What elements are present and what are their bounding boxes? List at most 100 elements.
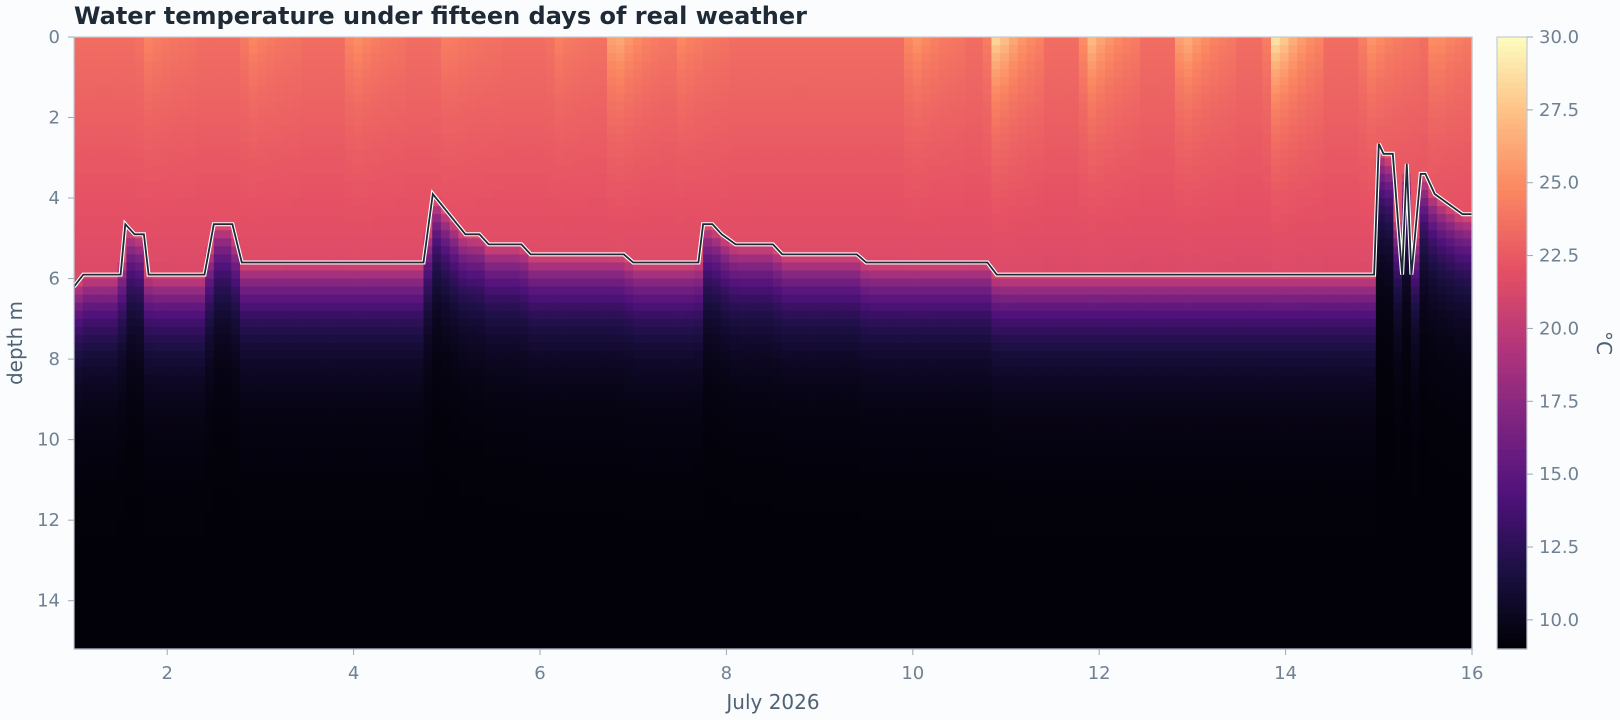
- heatmap-cell: [108, 391, 119, 400]
- heatmap-cell: [222, 351, 232, 360]
- heatmap-cell: [100, 53, 110, 62]
- heatmap-cell: [423, 302, 433, 312]
- heatmap-cell: [537, 302, 547, 312]
- heatmap-cell: [458, 53, 468, 62]
- heatmap-cell: [598, 85, 608, 94]
- heatmap-cell: [449, 246, 460, 256]
- heatmap-cell: [117, 391, 128, 400]
- heatmap-cell: [196, 77, 206, 86]
- heatmap-cell: [318, 528, 328, 537]
- heatmap-cell: [100, 222, 110, 231]
- heatmap-cell: [493, 479, 503, 489]
- heatmap-cell: [318, 463, 328, 473]
- heatmap-cell: [309, 399, 320, 409]
- heatmap-cell: [213, 423, 224, 433]
- heatmap-cell: [440, 536, 451, 545]
- heatmap-cell: [161, 69, 171, 78]
- heatmap-cell: [406, 61, 416, 70]
- heatmap-cell: [196, 101, 206, 111]
- heatmap-cell: [475, 560, 486, 570]
- heatmap-cell: [519, 455, 529, 465]
- heatmap-cell: [117, 278, 128, 288]
- heatmap-cell: [266, 487, 276, 497]
- heatmap-cell: [344, 262, 355, 272]
- heatmap-cell: [563, 93, 573, 103]
- heatmap-cell: [231, 351, 241, 360]
- heatmap-cell: [344, 600, 355, 610]
- heatmap-cell: [624, 520, 634, 529]
- heatmap-cell: [266, 61, 276, 70]
- heatmap-cell: [510, 165, 521, 175]
- heatmap-cell: [170, 173, 180, 183]
- heatmap-cell: [467, 367, 477, 376]
- heatmap-cell: [563, 37, 573, 46]
- heatmap-cell: [74, 343, 84, 352]
- heatmap-cell: [572, 101, 582, 111]
- heatmap-cell: [388, 487, 398, 497]
- heatmap-cell: [414, 238, 425, 247]
- heatmap-cell: [117, 302, 128, 312]
- heatmap-cell: [231, 367, 241, 376]
- heatmap-cell: [572, 568, 582, 578]
- heatmap-cell: [598, 93, 608, 103]
- heatmap-cell: [493, 359, 503, 368]
- heatmap-cell: [510, 496, 521, 505]
- heatmap-cell: [641, 93, 652, 103]
- heatmap-cell: [196, 278, 206, 288]
- heatmap-cell: [528, 302, 538, 312]
- heatmap-cell: [240, 463, 250, 473]
- heatmap-cell: [248, 294, 259, 304]
- heatmap-cell: [414, 632, 425, 642]
- heatmap-cell: [458, 359, 468, 368]
- heatmap-cell: [74, 165, 84, 175]
- heatmap-cell: [318, 479, 328, 489]
- heatmap-cell: [91, 399, 101, 409]
- heatmap-cell: [344, 334, 355, 344]
- heatmap-cell: [423, 423, 433, 433]
- heatmap-cell: [274, 230, 285, 239]
- heatmap-cell: [423, 391, 433, 400]
- heatmap-cell: [641, 262, 652, 272]
- heatmap-cell: [222, 141, 232, 151]
- heatmap-cell: [362, 552, 372, 562]
- heatmap-cell: [397, 359, 407, 368]
- heatmap-cell: [205, 592, 215, 602]
- heatmap-cell: [572, 624, 582, 634]
- heatmap-cell: [362, 53, 372, 62]
- heatmap-cell: [458, 206, 468, 215]
- heatmap-cell: [257, 133, 267, 143]
- heatmap-cell: [589, 157, 599, 167]
- heatmap-cell: [493, 544, 503, 553]
- heatmap-cell: [563, 455, 573, 465]
- heatmap-cell: [379, 463, 390, 473]
- heatmap-cell: [187, 600, 197, 610]
- heatmap-cell: [248, 117, 259, 127]
- heatmap-cell: [519, 640, 529, 650]
- heatmap-cell: [510, 471, 521, 481]
- heatmap-cell: [161, 326, 171, 336]
- heatmap-cell: [336, 302, 346, 312]
- heatmap-cell: [117, 141, 128, 151]
- heatmap-cell: [432, 544, 442, 553]
- heatmap-cell: [440, 318, 451, 328]
- heatmap-cell: [178, 592, 189, 602]
- heatmap-cell: [283, 496, 294, 505]
- heatmap-cell: [327, 181, 337, 191]
- heatmap-cell: [205, 576, 215, 586]
- heatmap-cell: [248, 479, 259, 489]
- heatmap-cell: [222, 512, 232, 521]
- heatmap-cell: [554, 246, 564, 256]
- heatmap-cell: [580, 214, 591, 223]
- heatmap-cell: [371, 359, 381, 368]
- heatmap-cell: [187, 37, 197, 46]
- heatmap-cell: [641, 222, 652, 231]
- heatmap-cell: [344, 536, 355, 545]
- heatmap-cell: [318, 125, 328, 135]
- heatmap-cell: [572, 190, 582, 199]
- heatmap-cell: [336, 310, 346, 320]
- heatmap-cell: [397, 262, 407, 272]
- heatmap-cell: [641, 391, 652, 400]
- heatmap-cell: [598, 512, 608, 521]
- heatmap-cell: [292, 383, 302, 392]
- heatmap-cell: [336, 117, 346, 127]
